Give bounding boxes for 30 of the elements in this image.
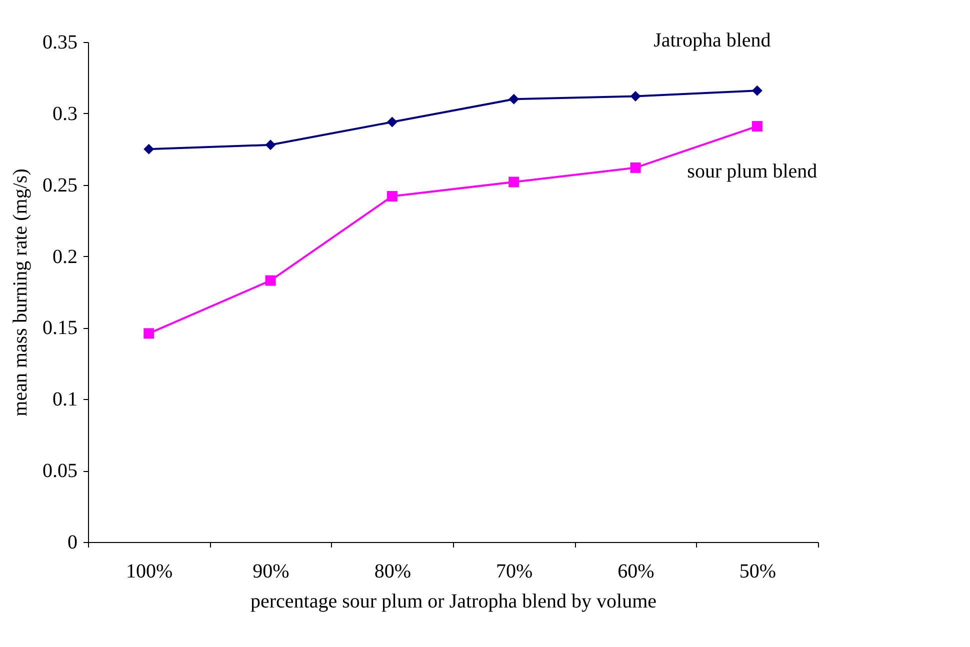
y-tick-label: 0.3 [52,102,78,125]
point [386,191,398,202]
x-axis-title: percentage sour plum or Jatropha blend by volume [250,590,657,612]
series-label: sour plum blend [687,160,818,182]
y-tick-label: 0.2 [52,246,78,268]
y-tick-label: 0.25 [42,174,78,196]
x-tick-label: 50% [739,560,776,582]
y-tick-label: 0.35 [42,32,78,54]
x-tick-label: 60% [618,560,654,582]
point [752,85,762,96]
point [144,144,154,154]
x-tick-label: 100% [126,560,173,582]
x-tick-label: 90% [252,560,290,582]
point [630,91,641,102]
point [508,176,520,188]
point [630,162,641,173]
point [752,121,762,132]
point [265,275,276,286]
y-tick-label: 0.1 [52,388,78,411]
y-tick-label: 0.05 [42,460,78,482]
point [265,140,276,150]
point [508,94,520,104]
point [144,328,154,339]
x-tick-label: 70% [496,560,533,582]
y-tick-label: 0 [68,532,78,554]
y-tick-label: 0.15 [42,317,78,340]
point [386,116,398,128]
y-axis-title: mean mass burning rate (mg/s) [10,168,32,416]
x-tick-label: 80% [374,560,412,582]
series-label: Jatropha blend [654,30,771,52]
